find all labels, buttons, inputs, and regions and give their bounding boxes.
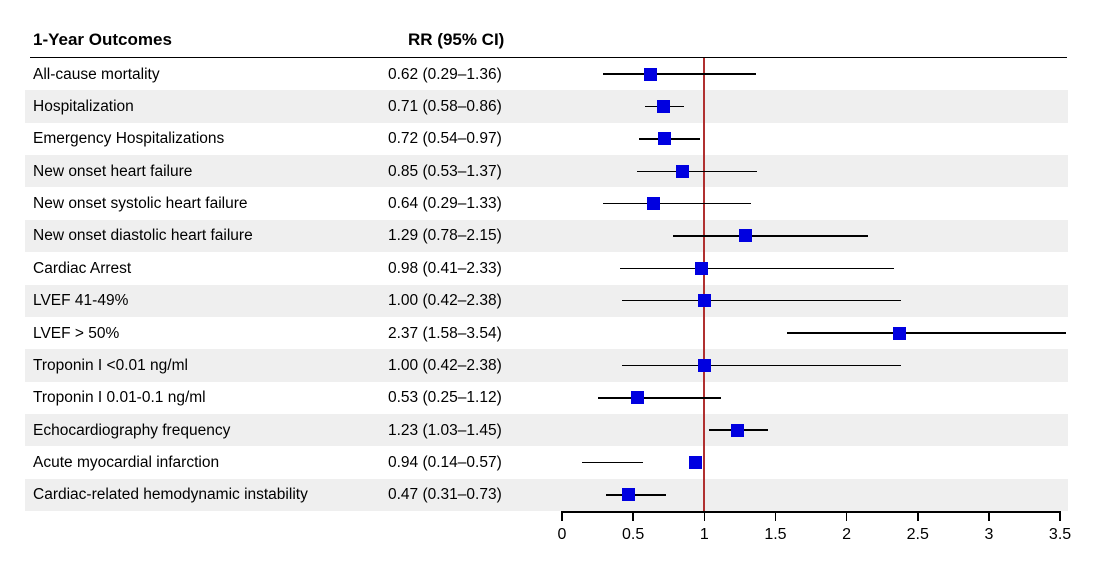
outcomes-column-header: 1-Year Outcomes — [33, 30, 172, 49]
rr-marker — [676, 164, 690, 178]
axis-tick — [1059, 513, 1061, 521]
rr-ci-value: 1.29 (0.78–2.15) — [388, 227, 502, 245]
rr-ci-value: 0.98 (0.41–2.33) — [388, 259, 502, 277]
header-rule — [30, 56, 1067, 58]
axis-tick — [988, 513, 990, 521]
ci-line — [621, 364, 901, 367]
ci-line — [581, 461, 644, 464]
row-label: New onset systolic heart failure — [33, 195, 248, 213]
row-label: New onset heart failure — [33, 162, 193, 180]
rr-ci-value: 0.71 (0.58–0.86) — [388, 98, 502, 116]
ci-line — [637, 170, 757, 172]
ci-line — [606, 494, 666, 496]
axis-tick-label: 1.5 — [764, 526, 787, 543]
rr-marker — [694, 261, 708, 275]
row-band — [25, 219, 1068, 253]
row-label: Cardiac-related hemodynamic instability — [33, 486, 308, 504]
rr-ci-value: 1.00 (0.42–2.38) — [388, 356, 502, 374]
ci-line — [620, 267, 894, 270]
rr-marker — [657, 132, 671, 146]
row-label: Emergency Hospitalizations — [33, 130, 225, 148]
axis-tick — [774, 513, 777, 521]
row-label: All-cause mortality — [33, 65, 160, 83]
axis-tick — [703, 513, 706, 521]
rr-marker — [656, 100, 670, 114]
row-label: Hospitalization — [33, 98, 134, 116]
row-label: LVEF 41-49% — [33, 292, 129, 310]
rr-ci-value: 0.72 (0.54–0.97) — [388, 130, 502, 148]
rr-ci-value: 0.53 (0.25–1.12) — [388, 389, 502, 407]
row-label: Echocardiography frequency — [33, 421, 231, 439]
row-band — [25, 90, 1068, 123]
rr-ci-value: 0.64 (0.29–1.33) — [388, 195, 502, 213]
rr-marker — [646, 197, 660, 211]
rr-marker — [892, 326, 906, 340]
axis-tick-label: 3 — [984, 526, 994, 543]
ci-line — [597, 397, 722, 399]
ci-line — [603, 73, 756, 75]
x-axis-line — [561, 511, 1061, 513]
reference-line — [703, 58, 706, 513]
row-label: Cardiac Arrest — [33, 259, 132, 277]
rr-ci-value: 0.94 (0.14–0.57) — [388, 454, 502, 471]
axis-tick — [917, 513, 919, 521]
rr-ci-value: 0.85 (0.53–1.37) — [388, 162, 502, 180]
ci-line — [621, 299, 901, 302]
axis-tick — [561, 513, 563, 521]
row-label: Troponin I <0.01 ng/ml — [33, 356, 188, 374]
rr-marker — [697, 294, 711, 308]
ci-line — [672, 235, 868, 237]
rr-marker — [630, 391, 644, 405]
axis-tick-label: 3.5 — [1048, 526, 1072, 543]
rr-ci-value: 1.00 (0.42–2.38) — [388, 292, 502, 310]
axis-tick-label: 1 — [699, 526, 709, 543]
axis-tick-label: 0.5 — [622, 526, 645, 543]
axis-tick-label: 0 — [557, 526, 567, 543]
axis-tick — [632, 513, 634, 521]
row-label: Troponin I 0.01-0.1 ng/ml — [33, 389, 206, 407]
row-band — [25, 284, 1068, 317]
rr-marker — [643, 67, 657, 81]
row-label: Acute myocardial infarction — [33, 454, 220, 471]
row-band — [25, 413, 1068, 447]
ci-line — [603, 202, 752, 205]
rr-ci-value: 1.23 (1.03–1.45) — [388, 421, 502, 439]
rr-marker — [622, 488, 636, 502]
rr-marker — [689, 456, 703, 469]
row-band — [25, 155, 1068, 188]
rr-marker — [730, 423, 744, 437]
row-label: LVEF > 50% — [33, 324, 120, 342]
rr-column-header: RR (95% CI) — [408, 30, 505, 49]
rr-marker — [739, 229, 753, 243]
axis-tick — [845, 513, 848, 521]
row-band — [25, 478, 1068, 512]
rr-ci-value: 0.62 (0.29–1.36) — [388, 65, 502, 83]
rr-ci-value: 2.37 (1.58–3.54) — [388, 324, 502, 342]
rr-ci-value: 0.47 (0.31–0.73) — [388, 486, 502, 504]
rr-marker — [697, 358, 711, 372]
axis-tick-label: 2.5 — [906, 526, 929, 543]
axis-tick-label: 2 — [842, 526, 852, 543]
ci-line — [786, 332, 1066, 334]
row-label: New onset diastolic heart failure — [33, 227, 253, 245]
